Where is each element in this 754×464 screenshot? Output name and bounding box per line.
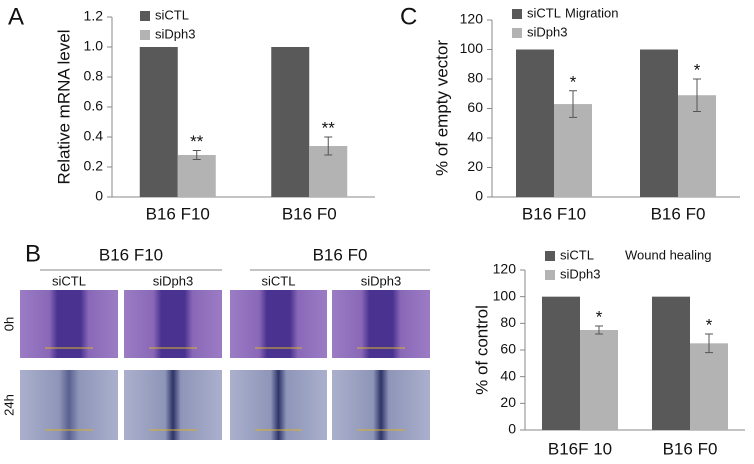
y-tick-label: 100 xyxy=(493,287,517,303)
x-tick-label: B16F 10 xyxy=(548,439,612,458)
significance: ** xyxy=(190,132,204,151)
y-tick-label: 120 xyxy=(460,11,484,27)
y-tick-label: 20 xyxy=(500,394,516,410)
y-axis-label: % of control xyxy=(472,305,491,395)
bar xyxy=(640,49,678,197)
y-tick-label: 1.2 xyxy=(84,8,104,24)
error-bar xyxy=(693,78,701,112)
micrograph xyxy=(20,290,118,358)
bar xyxy=(580,330,618,430)
y-tick-label: 80 xyxy=(467,70,483,86)
micrograph xyxy=(332,290,430,358)
y-tick-label: 0.4 xyxy=(84,128,104,144)
panel-label: B xyxy=(25,240,41,267)
panel-label: C xyxy=(400,3,417,30)
legend-swatch xyxy=(512,9,522,19)
chart-title: Migration xyxy=(565,5,618,20)
legend-label: siCTL xyxy=(560,247,594,262)
row-label: 0h xyxy=(1,317,16,331)
y-tick-label: 0 xyxy=(475,188,483,204)
significance: * xyxy=(694,60,701,79)
condition-label: siCTL xyxy=(52,273,86,288)
y-tick-label: 80 xyxy=(500,314,516,330)
condition-label: siDph3 xyxy=(361,273,401,288)
bar xyxy=(554,104,592,197)
significance: * xyxy=(570,72,577,91)
bar xyxy=(690,343,728,430)
legend-label: siCTL xyxy=(527,5,561,20)
y-tick-label: 100 xyxy=(460,40,484,56)
error-bar xyxy=(595,325,603,335)
legend-swatch xyxy=(140,30,150,40)
micrograph xyxy=(332,370,430,440)
panel-label: A xyxy=(8,3,24,30)
y-tick-label: 1.0 xyxy=(84,38,104,54)
bar xyxy=(177,155,216,197)
significance: ** xyxy=(322,118,336,137)
y-tick-label: 0.2 xyxy=(84,158,104,174)
y-tick-label: 40 xyxy=(500,367,516,383)
error-bar xyxy=(569,90,577,118)
y-tick-label: 120 xyxy=(493,261,517,277)
group-header: B16 F10 xyxy=(99,245,163,264)
bar xyxy=(678,95,716,197)
y-axis-label: Relative mRNA level xyxy=(54,30,73,185)
micrograph xyxy=(124,290,222,358)
legend-label: siDph3 xyxy=(527,24,567,39)
row-label: 24h xyxy=(1,394,16,416)
group-header: B16 F0 xyxy=(313,245,368,264)
y-tick-label: 60 xyxy=(500,341,516,357)
bar xyxy=(542,296,580,430)
y-tick-label: 20 xyxy=(467,158,483,174)
micrograph xyxy=(230,290,327,358)
condition-label: siDph3 xyxy=(153,273,193,288)
legend-label: siDph3 xyxy=(155,26,195,41)
y-tick-label: 0.6 xyxy=(84,98,104,114)
x-tick-label: B16 F10 xyxy=(522,204,586,223)
micrograph xyxy=(124,370,222,440)
y-tick-label: 0.8 xyxy=(84,68,104,84)
error-bar xyxy=(705,333,713,354)
error-bar xyxy=(192,150,201,160)
condition-label: siCTL xyxy=(262,273,296,288)
legend-swatch xyxy=(545,251,555,261)
micrograph xyxy=(20,370,118,440)
bar xyxy=(652,296,690,430)
y-axis-label: % of empty vector xyxy=(432,40,451,176)
y-tick-label: 60 xyxy=(467,99,483,115)
bar xyxy=(516,49,554,197)
legend-label: siDph3 xyxy=(560,266,600,281)
y-tick-label: 0 xyxy=(95,188,103,204)
error-bar xyxy=(324,136,333,156)
x-tick-label: B16 F0 xyxy=(651,204,706,223)
significance: * xyxy=(706,315,713,334)
x-tick-label: B16 F0 xyxy=(282,204,337,223)
bar xyxy=(139,47,178,197)
micrograph xyxy=(230,370,327,440)
significance: * xyxy=(596,307,603,326)
x-tick-label: B16 F10 xyxy=(146,204,210,223)
chart-title: Wound healing xyxy=(625,247,712,262)
legend-swatch xyxy=(140,11,150,21)
y-tick-label: 0 xyxy=(508,421,516,437)
legend-label: siCTL xyxy=(155,7,189,22)
legend-swatch xyxy=(545,270,555,280)
legend-swatch xyxy=(512,28,522,38)
x-tick-label: B16 F0 xyxy=(663,439,718,458)
y-tick-label: 40 xyxy=(467,129,483,145)
bar xyxy=(271,47,310,197)
